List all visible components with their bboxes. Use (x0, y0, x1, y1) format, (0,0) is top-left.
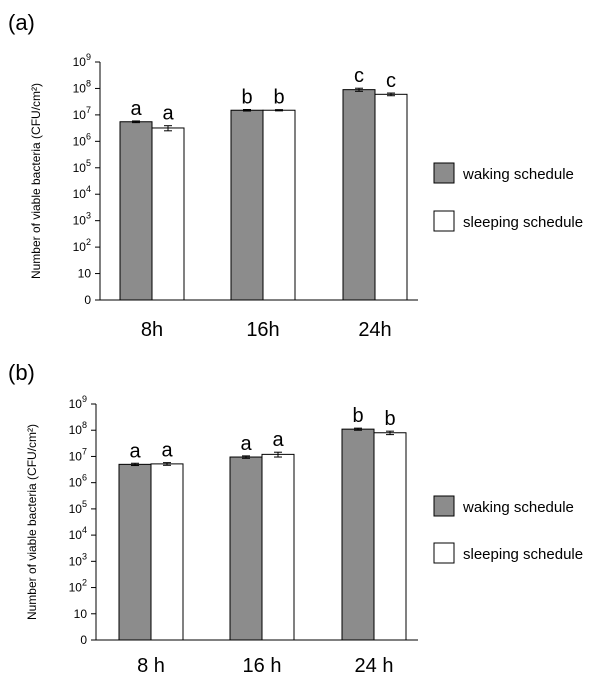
bar-sleeping-3 (374, 93, 408, 301)
y-axis-label: Number of viable bacteria (CFU/cm²) (29, 83, 43, 279)
x-tick-label: 24 h (355, 655, 394, 677)
y-tick-label: 104 (73, 184, 91, 201)
y-tick-label: 0 (80, 633, 87, 647)
panel-label: (a) (8, 10, 35, 35)
significance-letter: c (386, 70, 396, 92)
legend-label: sleeping schedule (463, 214, 583, 231)
bar-sleeping-1 (151, 127, 185, 301)
significance-letter: a (129, 440, 141, 462)
bar-waking-1 (118, 463, 152, 641)
y-axis-label: Number of viable bacteria (CFU/cm²) (25, 424, 39, 620)
x-tick-label: 8 h (137, 655, 165, 677)
bar-sleeping-1 (150, 463, 184, 641)
legend-swatch-sleeping (433, 542, 455, 564)
bar-sleeping-2 (262, 109, 296, 301)
legend-label: waking schedule (462, 166, 574, 183)
bar-waking-3 (342, 89, 376, 301)
bar-sleeping-3 (373, 432, 407, 641)
legend-swatch-sleeping (433, 210, 455, 232)
y-tick-label: 103 (73, 211, 91, 228)
x-tick-label: 16 h (243, 655, 282, 677)
y-tick-label: 106 (73, 131, 91, 148)
y-tick-label: 105 (73, 158, 91, 175)
bar-waking-3 (341, 428, 375, 641)
bar-sleeping-2 (261, 453, 295, 641)
panel-label: (b) (8, 360, 35, 385)
bar-waking-2 (229, 456, 263, 641)
y-tick-label: 109 (73, 52, 91, 69)
x-tick-label: 8h (141, 319, 163, 341)
x-tick-label: 24h (358, 319, 391, 341)
significance-letter: a (162, 103, 174, 125)
chart-panel-a: (a) 0 10 102 103 104 105 106 107 108 109 Number of … (8, 10, 583, 341)
y-tick-label: 10 (78, 267, 92, 281)
significance-letter: a (130, 98, 142, 120)
legend-swatch-waking (433, 162, 455, 184)
significance-letter: b (352, 405, 363, 427)
y-tick-label: 107 (69, 446, 87, 463)
significance-letter: a (240, 433, 252, 455)
y-tick-label: 108 (73, 78, 91, 95)
significance-letter: c (354, 65, 364, 87)
y-tick-label: 0 (84, 293, 91, 307)
y-tick-label: 103 (69, 551, 87, 568)
y-tick-label: 102 (73, 237, 91, 254)
y-tick-label: 109 (69, 394, 87, 411)
y-tick-label: 104 (69, 525, 87, 542)
x-tick-label: 16h (246, 319, 279, 341)
chart-panel-b: (b) 0 10 102 103 104 105 106 107 108 109 Number of … (8, 360, 583, 677)
y-tick-label: 10 (74, 607, 88, 621)
y-tick-label: 102 (69, 578, 87, 595)
significance-letter: b (273, 87, 284, 109)
y-tick-label: 105 (69, 499, 87, 516)
legend-label: waking schedule (462, 499, 574, 516)
significance-letter: b (241, 86, 252, 108)
legend-swatch-waking (433, 495, 455, 517)
y-tick-label: 106 (69, 473, 87, 490)
significance-letter: a (161, 440, 173, 462)
bar-waking-1 (119, 121, 153, 301)
significance-letter: b (384, 408, 395, 430)
y-tick-label: 107 (73, 105, 91, 122)
legend-label: sleeping schedule (463, 546, 583, 563)
significance-letter: a (272, 429, 284, 451)
bar-waking-2 (230, 109, 264, 301)
y-tick-label: 108 (69, 420, 87, 437)
